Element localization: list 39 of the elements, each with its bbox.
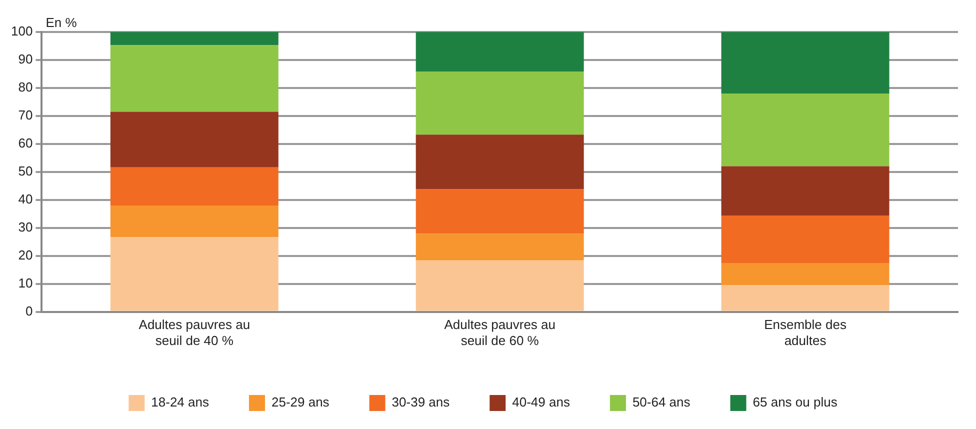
- bar: [721, 263, 890, 285]
- legend-label: 65 ans ou plus: [752, 394, 838, 410]
- legend-label: 30-39 ans: [392, 394, 450, 410]
- y-tick-label: 70: [18, 108, 33, 123]
- bar: [110, 167, 278, 206]
- x-tick-label: Adultes pauvres au seuil de 40 %: [138, 317, 250, 348]
- legend-label: 25-29 ans: [271, 394, 330, 410]
- y-tick-label: 50: [18, 163, 33, 178]
- bar: [416, 260, 584, 311]
- bar: [110, 237, 278, 311]
- x-tick-label: Adultes pauvres au seuil de 60 %: [444, 317, 556, 348]
- bar: [416, 32, 584, 72]
- bar: [721, 166, 890, 216]
- y-tick-label: 80: [18, 80, 33, 95]
- bar: [110, 45, 278, 112]
- bar: [721, 32, 890, 94]
- bar: [721, 284, 890, 311]
- legend-label: 18-24 ans: [151, 394, 210, 410]
- y-tick-label: 20: [18, 247, 33, 262]
- bar: [416, 134, 584, 190]
- bar: [721, 216, 890, 264]
- bar: [416, 234, 584, 260]
- y-tick-label: 30: [18, 219, 33, 234]
- bar: [110, 205, 278, 238]
- bar: [416, 72, 584, 135]
- y-tick-label: 90: [18, 52, 33, 67]
- x-tick-label: Ensemble des adultes: [764, 317, 847, 348]
- bar: [110, 112, 278, 168]
- y-tick-label: 100: [10, 24, 33, 39]
- bar: [721, 94, 890, 166]
- y-tick-label: 60: [18, 136, 33, 150]
- legend-label: 50-64 ans: [632, 394, 691, 410]
- legend-label: 40-49 ans: [512, 394, 570, 410]
- bar: [110, 32, 278, 46]
- y-tick-label: 0: [25, 303, 33, 318]
- y-axis-title: En %: [46, 15, 78, 30]
- y-tick-label: 10: [18, 275, 33, 290]
- bar: [416, 189, 584, 234]
- y-tick-label: 40: [18, 191, 33, 206]
